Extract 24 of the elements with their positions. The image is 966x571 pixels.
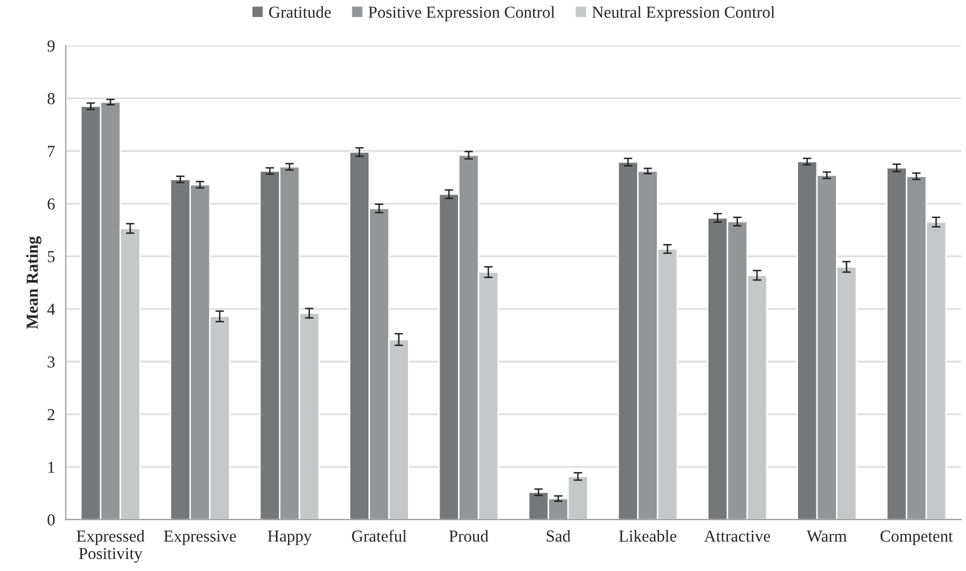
legend-label: Neutral Expression Control <box>592 6 775 22</box>
y-tick-label: 5 <box>48 251 55 262</box>
y-tick-label: 3 <box>48 356 55 368</box>
x-tick-label: Competent <box>880 530 953 546</box>
x-tick-label: Likeable <box>619 530 676 542</box>
y-tick-label: 4 <box>47 304 56 315</box>
y-tick-label: 1 <box>48 462 54 473</box>
y-axis-title: Mean Rating <box>26 236 42 329</box>
legend-label: Positive Expression Control <box>368 6 555 22</box>
y-tick-label: 8 <box>48 93 55 104</box>
x-tick-label: Happy <box>268 530 312 546</box>
x-tick-label: Attractive <box>704 530 770 542</box>
x-tick-label: Sad <box>546 530 570 542</box>
y-tick-label: 6 <box>48 198 55 210</box>
x-tick-label: Proud <box>449 530 488 542</box>
y-tick-label: 9 <box>47 40 55 52</box>
x-tick-label: Expressive <box>164 530 236 546</box>
y-tick-label: 0 <box>48 514 55 526</box>
x-tick-label: Expressed Positivity <box>76 530 145 563</box>
legend-label: Gratitude <box>269 6 331 18</box>
x-tick-label: Warm <box>806 530 847 542</box>
x-tick-label: Grateful <box>352 530 407 542</box>
y-tick-label: 2 <box>48 409 54 420</box>
y-tick-label: 7 <box>48 146 55 157</box>
